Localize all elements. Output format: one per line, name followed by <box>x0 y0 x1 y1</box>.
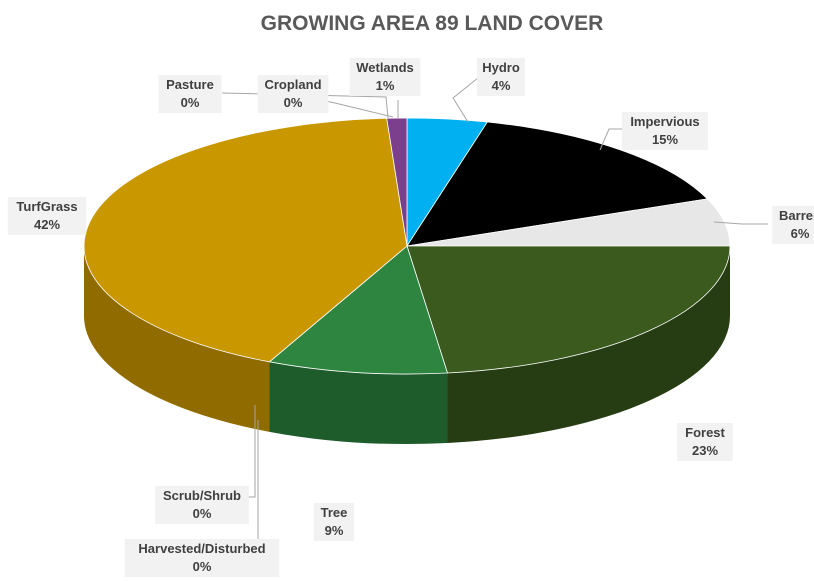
slice-barren <box>406 198 731 247</box>
label-box <box>477 58 525 96</box>
label-name: Cropland <box>264 77 321 92</box>
label-name: Harvested/Disturbed <box>138 541 265 556</box>
chart-title: GROWING AREA 89 LAND COVER <box>261 12 604 35</box>
label-percent: 0% <box>193 506 212 521</box>
label-box <box>124 539 280 577</box>
label-barren: Barren 6% <box>772 206 814 244</box>
label-turfgrass: TurfGrass 42% <box>7 197 87 235</box>
label-percent: 6% <box>791 226 810 241</box>
label-percent: 9% <box>325 523 344 538</box>
label-percent: 15% <box>652 132 678 147</box>
label-percent: 0% <box>181 95 200 110</box>
label-box <box>313 503 355 541</box>
label-pasture: Pasture 0% <box>158 75 222 113</box>
label-name: Wetlands <box>356 60 414 75</box>
label-impervious: Impervious 15% <box>622 112 708 150</box>
leader-cropland <box>319 99 394 118</box>
slice-turfgrass <box>83 117 408 363</box>
label-name: TurfGrass <box>16 199 77 214</box>
label-percent: 23% <box>692 443 718 458</box>
leader-hydro <box>452 77 479 123</box>
label-box <box>772 206 814 244</box>
label-box <box>677 423 733 461</box>
label-box <box>257 75 329 113</box>
label-name: Barren <box>779 208 814 223</box>
label-name: Hydro <box>482 60 520 75</box>
label-percent: 0% <box>284 95 303 110</box>
label-name: Scrub/Shrub <box>163 488 241 503</box>
slice-forest <box>406 245 731 374</box>
pie-slices <box>83 117 731 375</box>
pie-sides <box>84 246 730 444</box>
leader-barren <box>713 221 768 225</box>
label-box <box>7 197 87 235</box>
label-scrub-shrub: Scrub/Shrub 0% <box>155 486 249 524</box>
label-hydro: Hydro 4% <box>477 58 525 96</box>
label-percent: 4% <box>492 78 511 93</box>
leader-scrub-shrub <box>248 405 256 498</box>
label-wetlands: Wetlands 1% <box>349 58 421 96</box>
label-forest: Forest 23% <box>677 423 733 461</box>
label-box <box>622 112 708 150</box>
side-forest <box>447 246 730 443</box>
side-turfgrass <box>84 246 270 432</box>
label-percent: 0% <box>193 559 212 574</box>
side-tree <box>269 361 448 444</box>
slice-tree <box>268 245 449 375</box>
label-name: Pasture <box>166 77 214 92</box>
label-tree: Tree 9% <box>313 503 355 541</box>
label-box <box>155 486 249 524</box>
leader-impervious <box>599 128 622 151</box>
label-box <box>158 75 222 113</box>
leader-harvested-disturbed <box>257 420 262 548</box>
label-name: Impervious <box>630 114 699 129</box>
slice-impervious <box>406 121 709 247</box>
label-name: Tree <box>321 505 348 520</box>
label-name: Forest <box>685 425 725 440</box>
label-cropland: Cropland 0% <box>257 75 329 113</box>
label-percent: 42% <box>34 217 60 232</box>
data-labels: Hydro 4% Impervious 15% Barren 6% Forest 23% Tre… <box>7 58 814 577</box>
label-percent: 1% <box>376 78 395 93</box>
label-harvested-disturbed: Harvested/Disturbed 0% <box>124 539 280 577</box>
slice-wetlands <box>386 117 408 247</box>
label-box <box>349 58 421 96</box>
